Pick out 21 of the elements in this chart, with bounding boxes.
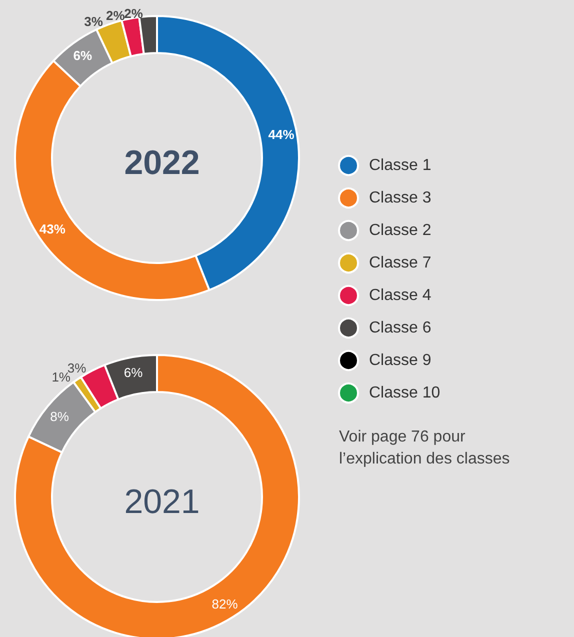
data-label: 2%: [124, 6, 144, 21]
legend-label: Classe 1: [369, 157, 432, 174]
slice-label: 2021: [124, 483, 200, 521]
data-label: 6%: [124, 365, 144, 380]
legend-label: Classe 6: [369, 320, 432, 336]
slice-label: 2022: [124, 144, 200, 182]
data-label: 6%: [73, 48, 92, 64]
data-label: 44%: [268, 126, 295, 142]
legend-label: Classe 10: [369, 384, 440, 402]
legend-label: Classe 3: [369, 190, 432, 206]
data-label: 43%: [39, 222, 66, 237]
text: Voir page 76 pour l’explication des classes: [339, 428, 510, 468]
data-label: 82%: [212, 596, 238, 612]
legend-label: Classe 4: [369, 287, 432, 304]
data-label: 3%: [67, 360, 87, 376]
legend-label: Classe 7: [369, 254, 432, 272]
legend-label: Classe 2: [369, 222, 432, 239]
legend-label: Classe 9: [369, 352, 432, 369]
data-label: 2%: [106, 8, 126, 24]
data-label: 8%: [50, 408, 70, 424]
data-label: 3%: [84, 14, 104, 30]
